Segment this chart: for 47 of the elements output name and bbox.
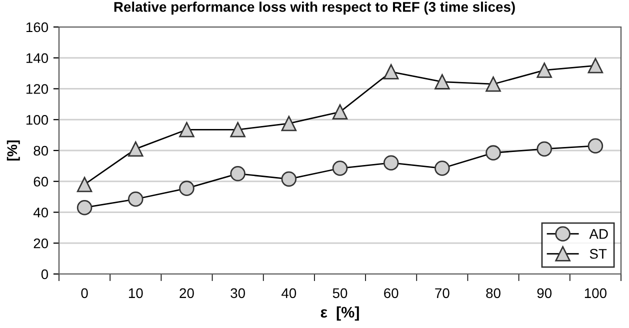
point — [536, 141, 552, 157]
point — [486, 145, 501, 160]
x-tick-label: 100 — [584, 288, 606, 298]
point — [281, 116, 297, 132]
point — [128, 191, 144, 207]
legend-label: ST — [590, 248, 607, 259]
point — [179, 180, 194, 196]
x-tick-label: 70 — [435, 288, 450, 298]
x-tick-label: 20 — [180, 288, 194, 298]
chart-title: Relative performance loss with respect to REF (3 time slices) — [114, 2, 515, 15]
point — [128, 141, 144, 157]
y-tick-label: 140 — [26, 53, 48, 64]
point — [179, 122, 194, 138]
point — [332, 104, 348, 120]
point — [76, 200, 92, 216]
x-tick-label: 90 — [537, 288, 552, 298]
point — [486, 76, 501, 92]
y-axis-title: [%] — [6, 140, 20, 161]
x-axis-title: ε [%] — [320, 306, 359, 321]
y-tick-label: 160 — [26, 22, 48, 32]
y-tick-label: 80 — [34, 146, 48, 156]
x-tick-label: 0 — [81, 288, 88, 298]
x-tick-label: 80 — [486, 288, 500, 298]
point — [434, 160, 450, 176]
point — [434, 74, 450, 90]
point — [230, 122, 246, 138]
x-tick-label: 10 — [128, 288, 143, 298]
y-tick-label: 0 — [41, 269, 48, 280]
point — [332, 160, 348, 176]
legend-label: AD — [589, 229, 608, 239]
y-tick-label: 40 — [33, 208, 48, 218]
y-tick-label: 20 — [34, 238, 48, 248]
point — [588, 138, 604, 154]
x-tick-label: 30 — [230, 288, 245, 298]
x-tick-label: 60 — [384, 288, 398, 298]
point — [588, 58, 604, 74]
point — [281, 171, 297, 187]
point — [383, 155, 399, 170]
y-tick-label: 60 — [34, 176, 48, 187]
point — [536, 62, 552, 78]
y-tick-label: 120 — [26, 84, 48, 94]
point — [230, 166, 246, 182]
y-tick-label: 100 — [26, 114, 48, 125]
x-tick-label: 50 — [332, 288, 348, 298]
point — [383, 64, 399, 80]
point — [76, 176, 92, 192]
x-tick-label: 40 — [282, 288, 296, 298]
